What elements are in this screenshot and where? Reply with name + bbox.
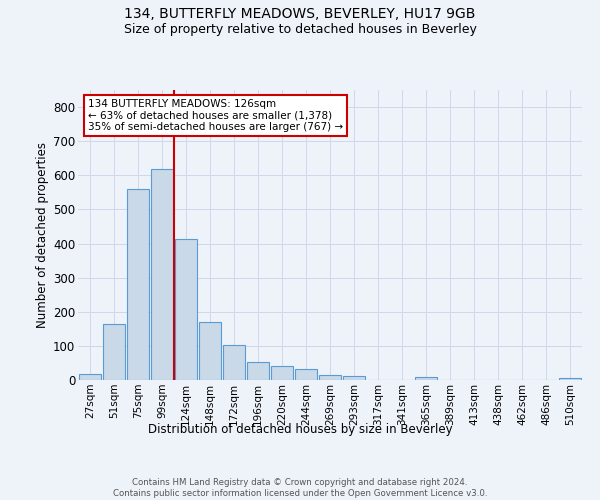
Bar (199, 322, 221, 380)
Bar (319, 375, 341, 380)
Text: 134 BUTTERFLY MEADOWS: 126sqm
← 63% of detached houses are smaller (1,378)
35% o: 134 BUTTERFLY MEADOWS: 126sqm ← 63% of d… (88, 98, 343, 132)
Text: Distribution of detached houses by size in Beverley: Distribution of detached houses by size … (148, 422, 452, 436)
Y-axis label: Number of detached properties: Number of detached properties (36, 142, 49, 328)
Text: Contains HM Land Registry data © Crown copyright and database right 2024.
Contai: Contains HM Land Registry data © Crown c… (113, 478, 487, 498)
Text: Size of property relative to detached houses in Beverley: Size of property relative to detached ho… (124, 22, 476, 36)
Bar (271, 366, 293, 380)
Bar (343, 376, 365, 380)
Bar (415, 377, 437, 380)
Text: 134, BUTTERFLY MEADOWS, BEVERLEY, HU17 9GB: 134, BUTTERFLY MEADOWS, BEVERLEY, HU17 9… (124, 8, 476, 22)
Bar (247, 362, 269, 380)
Bar (151, 170, 173, 380)
Bar (79, 374, 101, 380)
Bar (295, 370, 317, 380)
Bar (175, 239, 197, 380)
Bar (103, 324, 125, 380)
Bar (559, 378, 581, 380)
Bar (127, 189, 149, 380)
Bar (223, 345, 245, 380)
